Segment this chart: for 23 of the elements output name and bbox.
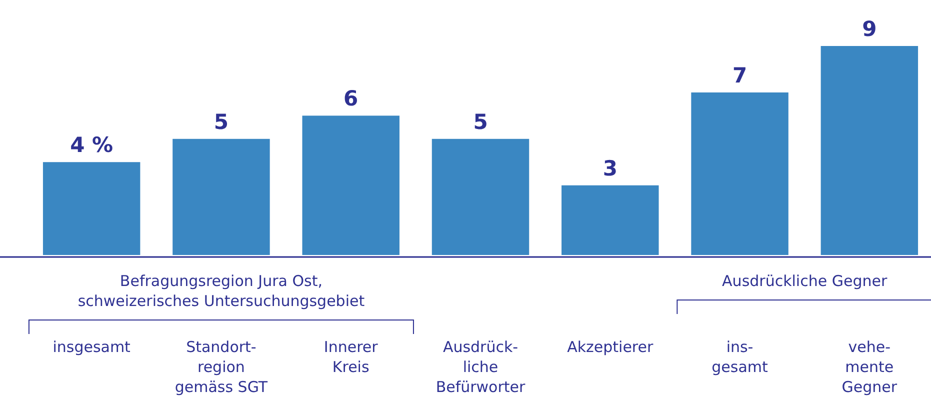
- data-label: 7: [732, 63, 748, 88]
- bar: [302, 116, 400, 255]
- text: Befragungsregion Jura Ost, schweizerisches Untersuchungsgebiet: [78, 272, 365, 310]
- bar: [820, 46, 918, 255]
- x-tick-label: Innerer Kreis: [324, 338, 379, 376]
- bar: [172, 138, 270, 255]
- x-tick-label: ins- gesamt: [712, 338, 768, 376]
- data-label: 6: [344, 86, 358, 111]
- data-label: 3: [602, 156, 618, 180]
- x-tick-label: Standort- region gemäss SGT: [174, 338, 268, 396]
- bar: [432, 138, 530, 255]
- data-label: 5: [473, 110, 488, 134]
- x-tick-label: Ausdrück- liche Befürworter: [436, 338, 526, 396]
- data-label: 4 %: [70, 133, 114, 158]
- data-label: 5: [214, 110, 229, 134]
- bar: [42, 162, 140, 255]
- x-tick-label: Akzeptierer: [567, 338, 654, 356]
- data-label: 9: [862, 17, 877, 41]
- bar: [562, 185, 659, 255]
- text: Ausdrückliche Gegner: [722, 272, 888, 290]
- x-tick-label: insgesamt: [52, 338, 131, 356]
- bar: [691, 92, 788, 255]
- x-tick-label: vehe- mente Gegner: [842, 338, 898, 396]
